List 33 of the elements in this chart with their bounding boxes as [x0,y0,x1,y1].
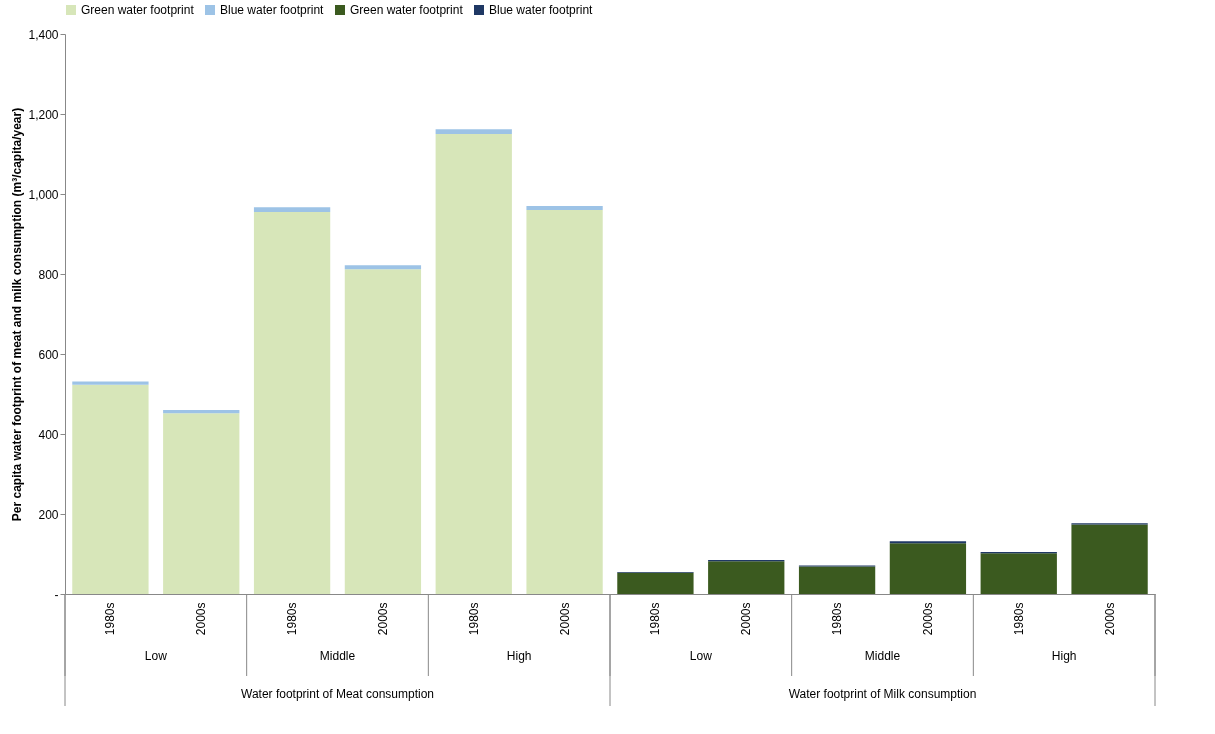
text: Middle [319,649,356,663]
x-tick-label: 2000s [1102,602,1117,636]
y-tick-label: 200 [38,507,59,522]
x-tick-label: 2000s [920,602,935,636]
text: Middle [864,649,901,663]
y-tick-label: 1,400 [28,27,59,42]
x-tick-label: 1980s [285,602,300,636]
legend-label: Green water footprint [350,3,464,17]
x-tick-label: 1980s [103,602,118,636]
x-tick-label: 1980s [830,602,845,636]
y-tick-label: 1,000 [28,187,59,202]
y-tick-label: 600 [38,347,59,362]
text: Water footprint of Milk consumption [788,687,977,701]
y-tick-label: 800 [38,267,59,282]
x-tick-label: 1980s [1011,602,1026,636]
legend-label: Blue water footprint [220,3,325,17]
x-tick-label: 1980s [466,602,481,636]
text: High [1051,649,1077,663]
legend-label: Green water footprint [81,3,195,17]
x-tick-label: 2000s [194,602,209,636]
x-tick-label: 2000s [557,602,572,636]
y-axis-title: Per capita water footprint of meat and milk consumption (m³/capita/year) [10,107,25,522]
text: Water footprint of Meat consumption [241,687,434,701]
text: Low [144,649,168,663]
y-tick-label: 400 [38,427,59,442]
text: Low [689,649,713,663]
y-tick-label: 1,200 [28,107,59,122]
x-tick-label: 2000s [739,602,754,636]
text: High [506,649,532,663]
legend-label: Blue water footprint [489,3,594,17]
x-tick-label: 1980s [648,602,663,636]
x-tick-label: 2000s [375,602,390,636]
y-tick-label: - [54,587,59,602]
